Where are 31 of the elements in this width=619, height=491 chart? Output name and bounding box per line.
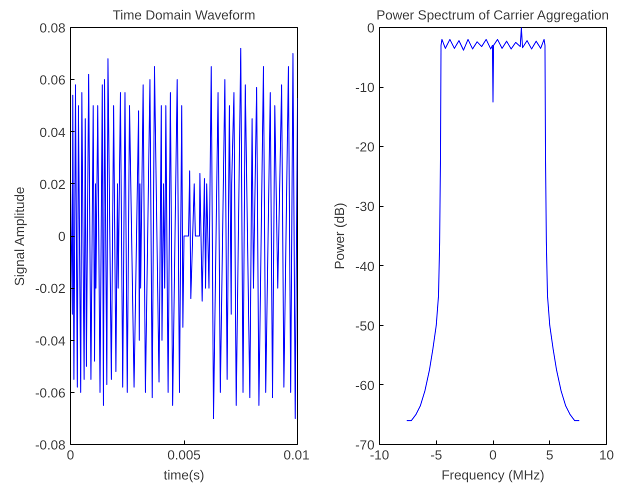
y-tick-label: 0.04	[40, 124, 66, 140]
y-tick-label: -60	[355, 378, 374, 393]
y-tick-label: 0	[367, 20, 375, 36]
y-tick-label: -20	[355, 140, 374, 155]
x-tick-label: 0.01	[284, 448, 310, 462]
x-axis-title: Frequency (MHz)	[442, 468, 544, 482]
y-tick-label: -70	[355, 438, 374, 452]
y-tick-label: -10	[355, 80, 374, 96]
y-tick-label: -0.02	[35, 281, 66, 296]
y-tick-label: 0.02	[40, 176, 66, 192]
y-tick-label: -30	[355, 199, 374, 214]
x-tick-label: 5	[546, 448, 554, 462]
y-tick-label: 0.08	[40, 20, 66, 36]
x-tick-label: 0.005	[167, 448, 201, 462]
y-tick-label: 0.06	[40, 72, 66, 88]
y-tick-label: -0.04	[35, 333, 66, 348]
y-tick-label: -0.08	[35, 438, 66, 452]
y-axis-title: Signal Amplitude	[12, 186, 28, 286]
chart-title: Time Domain Waveform	[112, 8, 256, 22]
x-tick-label: -5	[430, 448, 442, 462]
x-tick-label: 10	[599, 448, 614, 462]
y-tick-label: -50	[355, 318, 374, 334]
y-tick-label: -40	[355, 258, 374, 274]
y-axis-title: Power (dB)	[332, 202, 348, 270]
x-axis-title: time(s)	[164, 468, 204, 482]
line-series	[70, 48, 298, 419]
chart-title: Power Spectrum of Carrier Aggregation	[376, 8, 609, 22]
y-tick-label: -0.06	[35, 385, 66, 400]
x-tick-label: 0	[489, 448, 497, 462]
y-tick-label: 0	[58, 229, 66, 244]
line-series	[406, 28, 580, 422]
